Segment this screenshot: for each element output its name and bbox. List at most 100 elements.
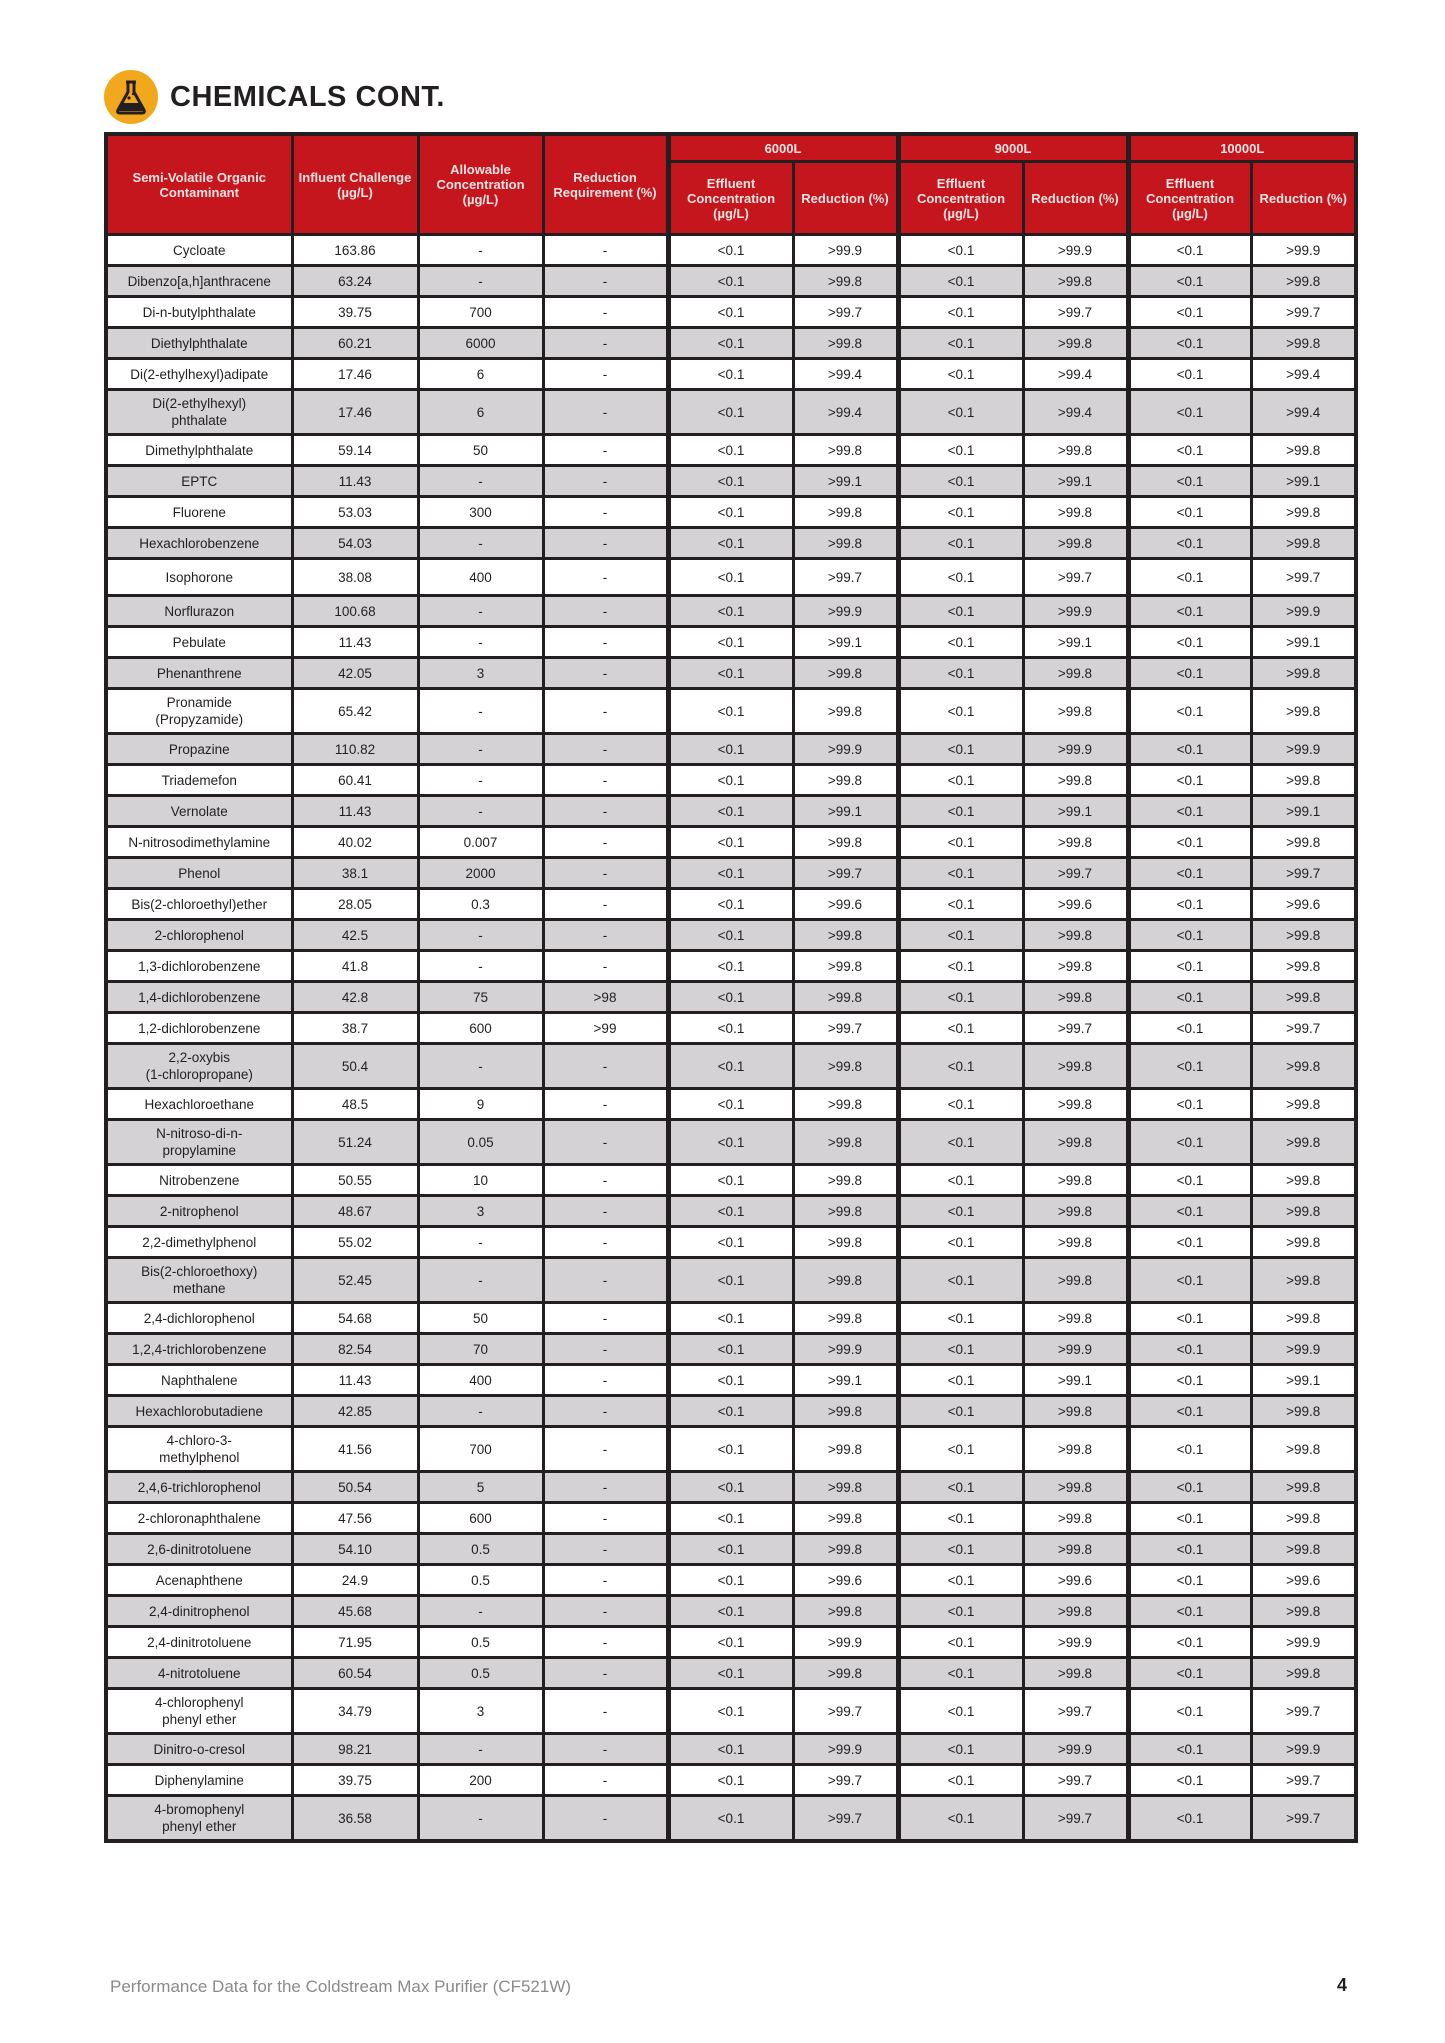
cell-contaminant: 1,4-dichlorobenzene	[104, 980, 294, 1014]
cell-effluent-6000l: <0.1	[665, 1625, 795, 1659]
cell-reduction-9000l: >99.8	[1021, 763, 1130, 797]
cell-effluent-6000l: <0.1	[665, 949, 795, 983]
cell-reduction-9000l: >99.7	[1021, 557, 1130, 597]
cell-contaminant: Hexachlorobutadiene	[104, 1394, 294, 1428]
cell-effluent-9000l: <0.1	[895, 825, 1025, 859]
cell-contaminant: Naphthalene	[104, 1363, 294, 1397]
cell-contaminant: Pebulate	[104, 625, 294, 659]
cell-effluent-9000l: <0.1	[895, 980, 1025, 1014]
cell-effluent-10000l: <0.1	[1125, 1332, 1253, 1366]
cell-effluent-10000l: <0.1	[1125, 625, 1253, 659]
cell-effluent-6000l: <0.1	[665, 1501, 795, 1535]
cell-allowable: 0.05	[416, 1118, 545, 1166]
cell-influent: 60.54	[290, 1656, 420, 1690]
table-row: Diphenylamine 39.75 200- <0.1 >99.7 <0.1 >99.7…	[104, 1763, 1358, 1797]
cell-influent: 42.85	[290, 1394, 420, 1428]
cell-allowable: 75	[416, 980, 545, 1014]
cell-requirement: -	[541, 1118, 670, 1166]
header-reduction: Reduction (%)	[791, 160, 900, 236]
table-row: Bis(2-chloroethoxy) methane 52.45- - <0.1 >9…	[104, 1256, 1358, 1304]
cell-effluent-10000l: <0.1	[1125, 1087, 1253, 1121]
table-row: Triademefon 60.41- - <0.1 >99.8 <0.1 >99.8 <0.1…	[104, 763, 1358, 797]
cell-requirement: -	[541, 1225, 670, 1259]
cell-requirement: -	[541, 594, 670, 628]
cell-effluent-10000l: <0.1	[1125, 388, 1253, 436]
cell-effluent-10000l: <0.1	[1125, 433, 1253, 467]
cell-reduction-10000l: >99.8	[1249, 1656, 1358, 1690]
cell-reduction-10000l: >99.7	[1249, 856, 1358, 890]
cell-reduction-10000l: >99.8	[1249, 1470, 1358, 1504]
cell-effluent-10000l: <0.1	[1125, 1194, 1253, 1228]
cell-effluent-10000l: <0.1	[1125, 887, 1253, 921]
cell-reduction-9000l: >99.8	[1021, 264, 1130, 298]
cell-reduction-6000l: >99.8	[791, 1425, 900, 1473]
cell-reduction-6000l: >99.8	[791, 763, 900, 797]
cell-reduction-10000l: >99.8	[1249, 433, 1358, 467]
table-row: 2-chloronaphthalene 47.56 600- <0.1 >99.8 <0.…	[104, 1501, 1358, 1535]
cell-effluent-9000l: <0.1	[895, 1563, 1025, 1597]
cell-reduction-10000l: >99.4	[1249, 388, 1358, 436]
cell-contaminant: N-nitroso-di-n- propylamine	[104, 1118, 294, 1166]
cell-influent: 38.7	[290, 1011, 420, 1045]
cell-reduction-6000l: >99.6	[791, 887, 900, 921]
cell-allowable: -	[416, 464, 545, 498]
cell-contaminant: 4-chloro-3- methylphenol	[104, 1425, 294, 1473]
cell-reduction-10000l: >99.8	[1249, 326, 1358, 360]
cell-effluent-6000l: <0.1	[665, 980, 795, 1014]
cell-influent: 50.54	[290, 1470, 420, 1504]
cell-reduction-6000l: >99.7	[791, 1011, 900, 1045]
cell-effluent-6000l: <0.1	[665, 1363, 795, 1397]
cell-effluent-6000l: <0.1	[665, 1656, 795, 1690]
cell-effluent-6000l: <0.1	[665, 1042, 795, 1090]
cell-effluent-6000l: <0.1	[665, 1794, 795, 1843]
table-row: Hexachlorobutadiene 42.85- - <0.1 >99.8 <0.1 >…	[104, 1394, 1358, 1428]
cell-effluent-10000l: <0.1	[1125, 1363, 1253, 1397]
cell-reduction-9000l: >99.8	[1021, 1394, 1130, 1428]
cell-reduction-9000l: >99.9	[1021, 1625, 1130, 1659]
cell-influent: 163.86	[290, 233, 420, 267]
cell-requirement: -	[541, 295, 670, 329]
table-row: Bis(2-chloroethyl)ether 28.05 0.3- <0.1 >99.…	[104, 887, 1358, 921]
cell-effluent-9000l: <0.1	[895, 357, 1025, 391]
cell-reduction-9000l: >99.9	[1021, 233, 1130, 267]
cell-effluent-10000l: <0.1	[1125, 295, 1253, 329]
cell-reduction-10000l: >99.9	[1249, 1625, 1358, 1659]
cell-requirement: >98	[541, 980, 670, 1014]
table-row: Nitrobenzene 50.55 10- <0.1 >99.8 <0.1 >99.8 <0…	[104, 1163, 1358, 1197]
cell-contaminant: Dinitro-o-cresol	[104, 1732, 294, 1766]
cell-reduction-10000l: >99.8	[1249, 918, 1358, 952]
cell-reduction-6000l: >99.6	[791, 1563, 900, 1597]
header-group-10000l: 10000L	[1125, 132, 1358, 163]
cell-reduction-10000l: >99.1	[1249, 464, 1358, 498]
cell-influent: 28.05	[290, 887, 420, 921]
cell-effluent-10000l: <0.1	[1125, 557, 1253, 597]
cell-effluent-6000l: <0.1	[665, 1194, 795, 1228]
cell-reduction-9000l: >99.8	[1021, 1042, 1130, 1090]
cell-reduction-10000l: >99.1	[1249, 625, 1358, 659]
cell-effluent-6000l: <0.1	[665, 825, 795, 859]
table-row: Phenol 38.1 2000- <0.1 >99.7 <0.1 >99.7 <0.1 >99…	[104, 856, 1358, 890]
cell-reduction-10000l: >99.8	[1249, 1042, 1358, 1090]
cell-allowable: 0.007	[416, 825, 545, 859]
cell-effluent-9000l: <0.1	[895, 1763, 1025, 1797]
cell-reduction-10000l: >99.8	[1249, 1501, 1358, 1535]
cell-effluent-9000l: <0.1	[895, 1470, 1025, 1504]
cell-reduction-9000l: >99.9	[1021, 1732, 1130, 1766]
cell-effluent-9000l: <0.1	[895, 1656, 1025, 1690]
cell-reduction-10000l: >99.9	[1249, 594, 1358, 628]
cell-requirement: -	[541, 1425, 670, 1473]
cell-allowable: 70	[416, 1332, 545, 1366]
cell-allowable: -	[416, 1732, 545, 1766]
cell-allowable: -	[416, 918, 545, 952]
cell-requirement: -	[541, 1332, 670, 1366]
cell-effluent-10000l: <0.1	[1125, 1011, 1253, 1045]
cell-reduction-6000l: >99.4	[791, 388, 900, 436]
cell-allowable: 50	[416, 1301, 545, 1335]
cell-influent: 17.46	[290, 357, 420, 391]
cell-reduction-6000l: >99.7	[791, 856, 900, 890]
cell-effluent-9000l: <0.1	[895, 687, 1025, 735]
cell-effluent-10000l: <0.1	[1125, 1163, 1253, 1197]
cell-reduction-6000l: >99.1	[791, 794, 900, 828]
cell-reduction-9000l: >99.8	[1021, 526, 1130, 560]
cell-effluent-6000l: <0.1	[665, 1732, 795, 1766]
